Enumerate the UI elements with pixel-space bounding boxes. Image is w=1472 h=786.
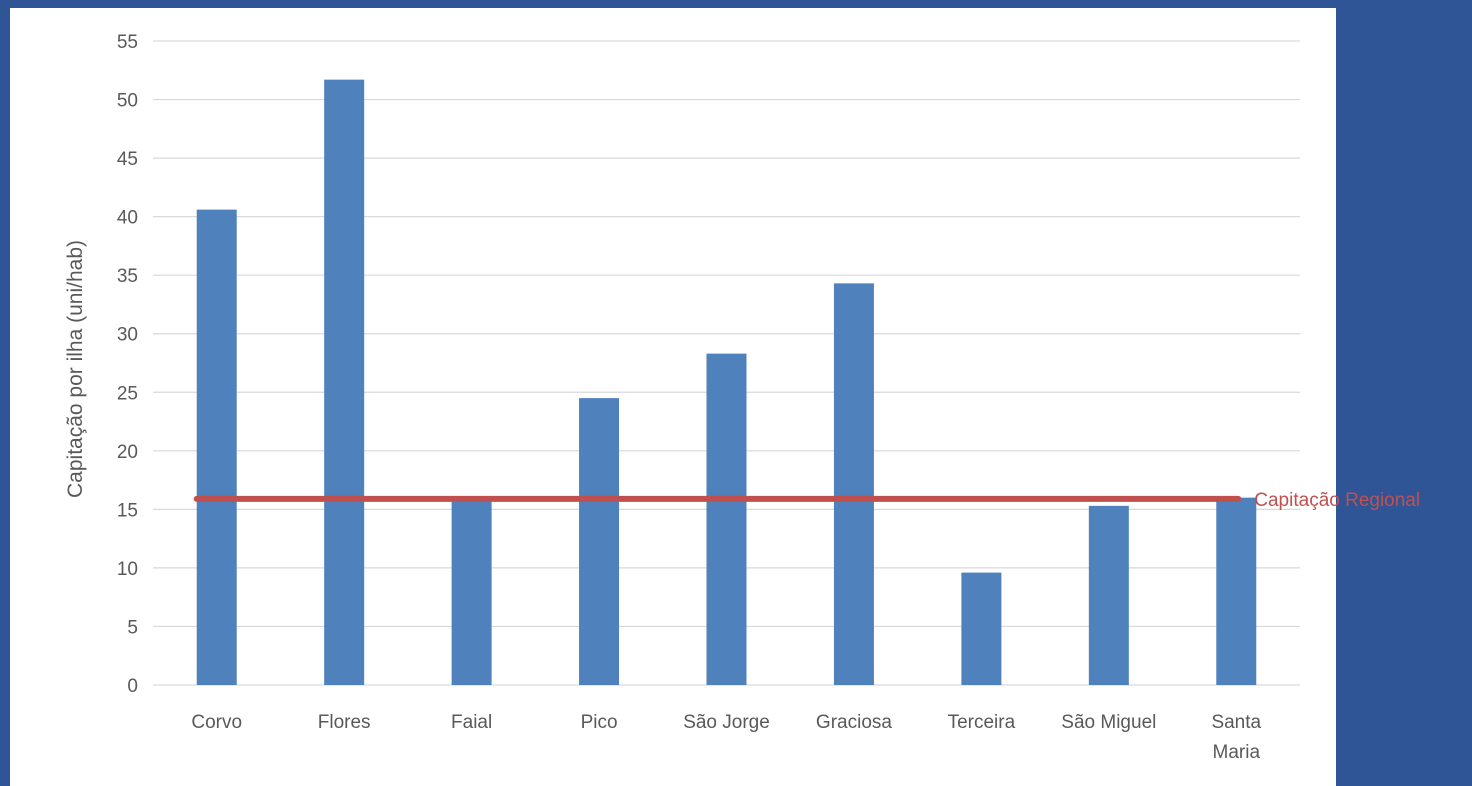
reference-line-label: Capitação Regional — [1254, 490, 1420, 511]
x-tick-label: Maria — [1213, 742, 1261, 763]
x-tick-label: Pico — [581, 712, 618, 733]
bar — [451, 496, 492, 685]
x-tick-label: Faial — [451, 712, 492, 733]
x-tick-label: Flores — [318, 712, 371, 733]
bars — [196, 79, 1257, 686]
bar — [196, 209, 237, 686]
x-tick-label: São Miguel — [1061, 712, 1156, 733]
y-tick-label: 50 — [117, 91, 138, 112]
y-tick-label: 55 — [117, 32, 138, 53]
y-tick-label: 30 — [117, 325, 138, 346]
y-tick-label: 25 — [117, 383, 138, 404]
x-axis-ticks: Corvo Flores Faial Pico São Jorge Graciosa Ter… — [191, 712, 1261, 763]
x-tick-label: Terceira — [948, 712, 1016, 733]
y-tick-label: 35 — [117, 266, 138, 287]
bar — [579, 398, 620, 685]
y-tick-label: 15 — [117, 500, 138, 521]
x-tick-label: Santa — [1211, 712, 1261, 733]
y-tick-label: 20 — [117, 442, 138, 463]
y-axis-title: Capitação por ilha (uni/hab) — [64, 240, 87, 498]
bar — [1216, 497, 1257, 685]
y-tick-label: 40 — [117, 208, 138, 229]
y-axis-ticks: 0 5 10 15 20 25 30 35 40 45 50 55 — [117, 32, 138, 697]
y-tick-label: 0 — [127, 676, 138, 697]
bar — [961, 572, 1002, 685]
bar — [833, 283, 874, 685]
y-tick-label: 45 — [117, 149, 138, 170]
bar — [706, 353, 747, 685]
bar — [324, 79, 365, 685]
x-tick-label: Corvo — [191, 712, 242, 733]
bar — [1088, 505, 1129, 685]
y-tick-label: 5 — [127, 617, 138, 638]
x-tick-label: São Jorge — [683, 712, 770, 733]
x-tick-label: Graciosa — [816, 712, 892, 733]
y-tick-label: 10 — [117, 559, 138, 580]
reference-line-group: Capitação Regional — [193, 490, 1420, 511]
